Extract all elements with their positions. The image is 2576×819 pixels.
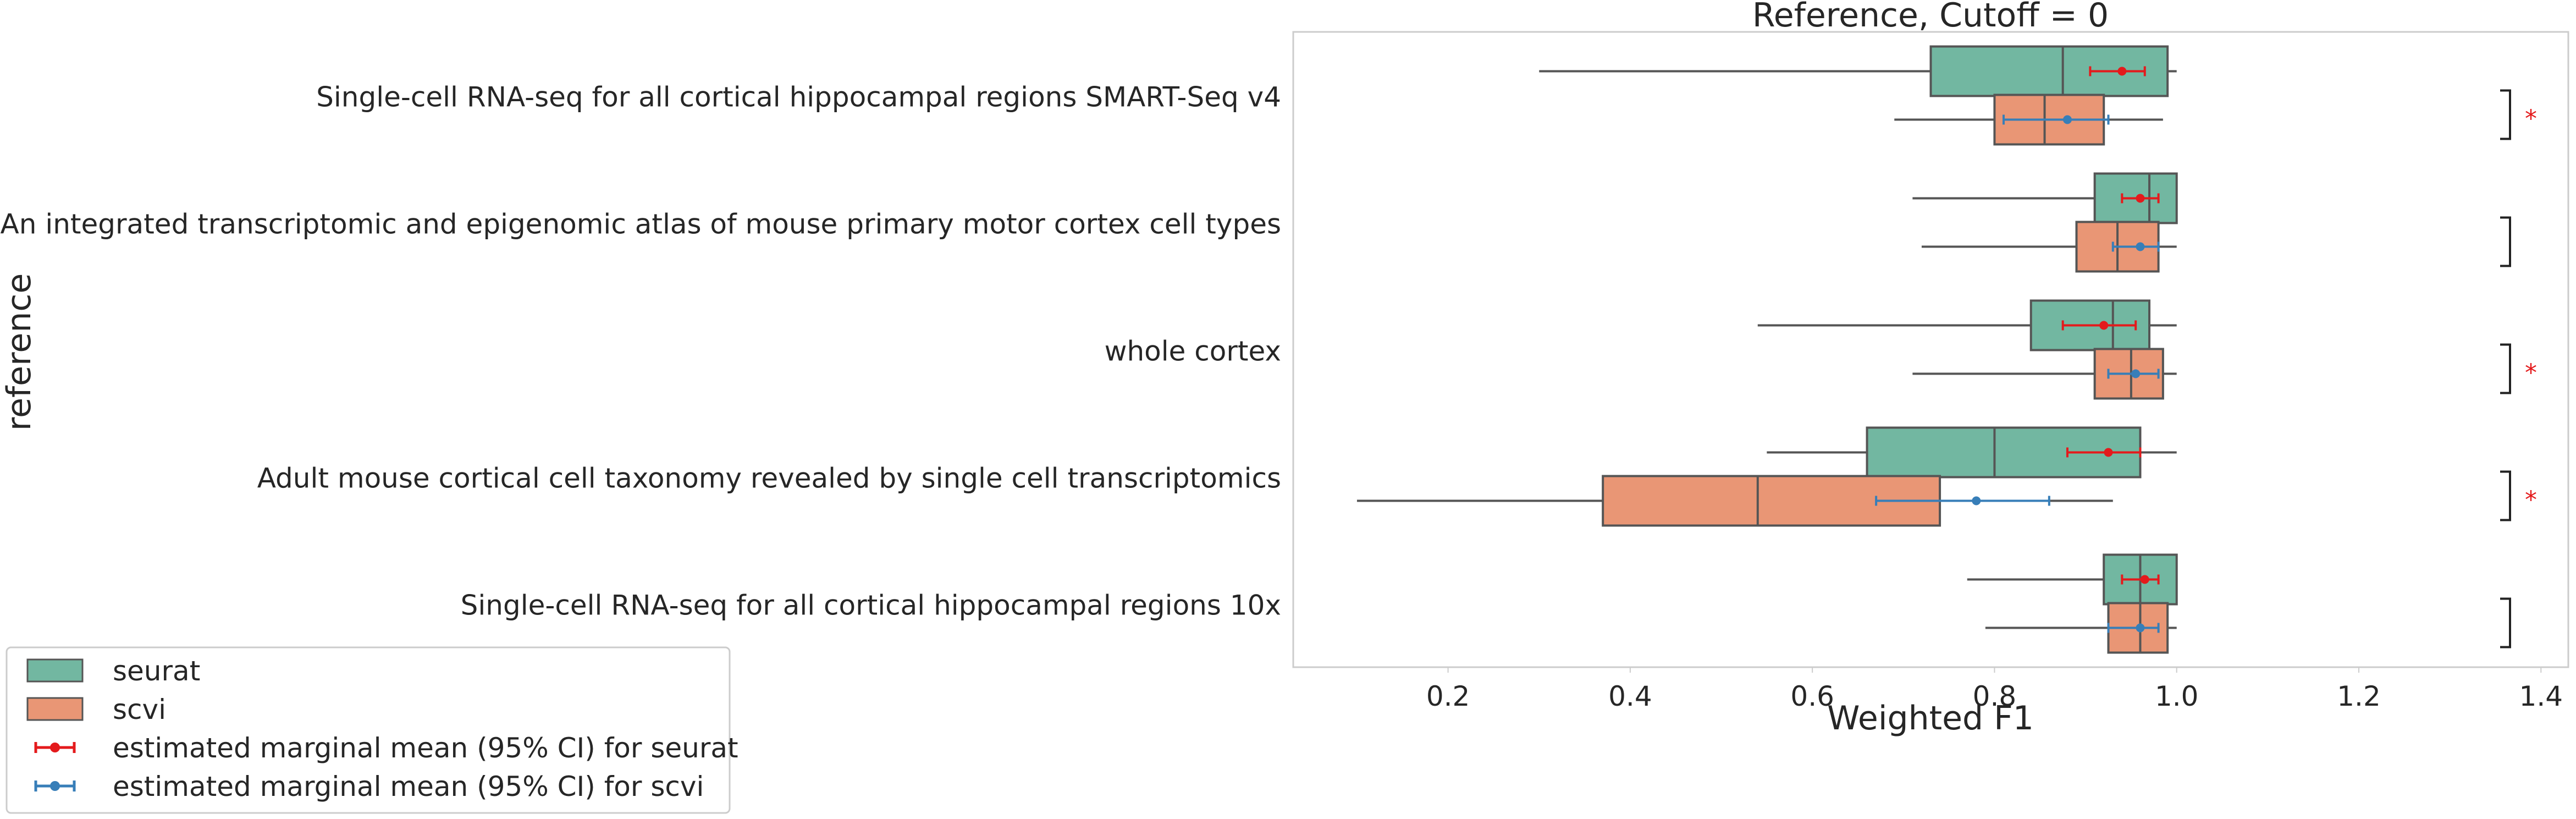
category-label: An integrated transcriptomic and epigeno… (1, 208, 1281, 240)
mean-point (1972, 496, 1981, 505)
significance-star: * (2525, 359, 2537, 387)
chart-title: Reference, Cutoff = 0 (1752, 0, 2109, 35)
marginal-mean-0-3 (2066, 447, 2142, 458)
significance-bracket (2500, 470, 2511, 521)
legend: seurat scvi estimated marginal mean (95% C… (5, 646, 738, 814)
significance-brackets: * * * (2500, 89, 2537, 648)
marginal-mean-0-4 (2121, 574, 2160, 585)
marginal-mean-1-2 (2107, 369, 2160, 379)
legend-label: estimated marginal mean (95% CI) for seu… (113, 732, 738, 764)
mean-point (2136, 242, 2145, 251)
legend-item-0: seurat (26, 655, 200, 687)
plot-area (1292, 31, 2569, 668)
legend-marker (50, 781, 60, 791)
legend-marker (50, 743, 60, 752)
mean-point (2140, 575, 2149, 584)
legend-item-3: estimated marginal mean (95% CI) for scv… (34, 771, 704, 802)
axes-border (1292, 31, 2569, 668)
marginal-mean-1-4 (2107, 623, 2160, 633)
legend-item-1: scvi (26, 694, 166, 725)
marginal-mean-0-1 (2121, 193, 2160, 204)
x-tick-label: 1.0 (2155, 680, 2199, 712)
category-label: Single-cell RNA-seq for all cortical hip… (461, 590, 1281, 622)
y-axis-label: reference (0, 273, 38, 431)
marginal-mean-0-2 (2061, 320, 2137, 331)
legend-label: seurat (113, 655, 200, 687)
mean-point (2117, 67, 2127, 76)
legend-frame (5, 646, 731, 814)
marginal-mean-1-0 (2003, 114, 2110, 125)
significance-bracket (2500, 89, 2511, 140)
category-label: Adult mouse cortical cell taxonomy revea… (257, 463, 1281, 494)
category-label: whole cortex (1105, 336, 1281, 367)
marginal-mean-0-0 (2089, 66, 2146, 76)
mean-point (2062, 115, 2072, 124)
x-tick-label: 0.4 (1608, 680, 1652, 712)
category-label: Single-cell RNA-seq for all cortical hip… (316, 81, 1281, 113)
marginal-mean-1-3 (1875, 496, 2050, 506)
x-tick-label: 1.4 (2519, 680, 2563, 712)
x-axis-label: Weighted F1 (1827, 699, 2034, 738)
legend-label: scvi (113, 694, 166, 725)
mean-point (2099, 321, 2109, 330)
x-tick-label: 0.2 (1426, 680, 1470, 712)
mean-point (2104, 448, 2113, 457)
marginal-mean-1-1 (2111, 241, 2160, 252)
x-axis-ticks: 0.2 0.4 0.6 0.8 1.0 1.2 1.4 (1426, 667, 2563, 712)
mean-point (2136, 623, 2145, 633)
significance-bracket (2500, 597, 2511, 648)
mean-point (2131, 369, 2141, 378)
category-labels: Single-cell RNA-seq for all cortical hip… (1, 81, 1281, 622)
x-tick-label: 0.6 (1790, 680, 1834, 712)
mean-point (2136, 194, 2145, 203)
significance-star: * (2525, 486, 2537, 514)
chart-marks (1356, 45, 2178, 654)
x-tick-label: 0.8 (1973, 680, 2017, 712)
legend-swatch (26, 697, 84, 721)
legend-swatch (26, 658, 84, 683)
x-tick-label: 1.2 (2337, 680, 2381, 712)
legend-item-2: estimated marginal mean (95% CI) for seu… (34, 732, 738, 764)
legend-label: estimated marginal mean (95% CI) for scv… (113, 771, 704, 802)
significance-bracket (2500, 216, 2511, 267)
box-seurat-0 (1539, 45, 2177, 97)
significance-star: * (2525, 105, 2537, 133)
significance-bracket (2500, 343, 2511, 394)
